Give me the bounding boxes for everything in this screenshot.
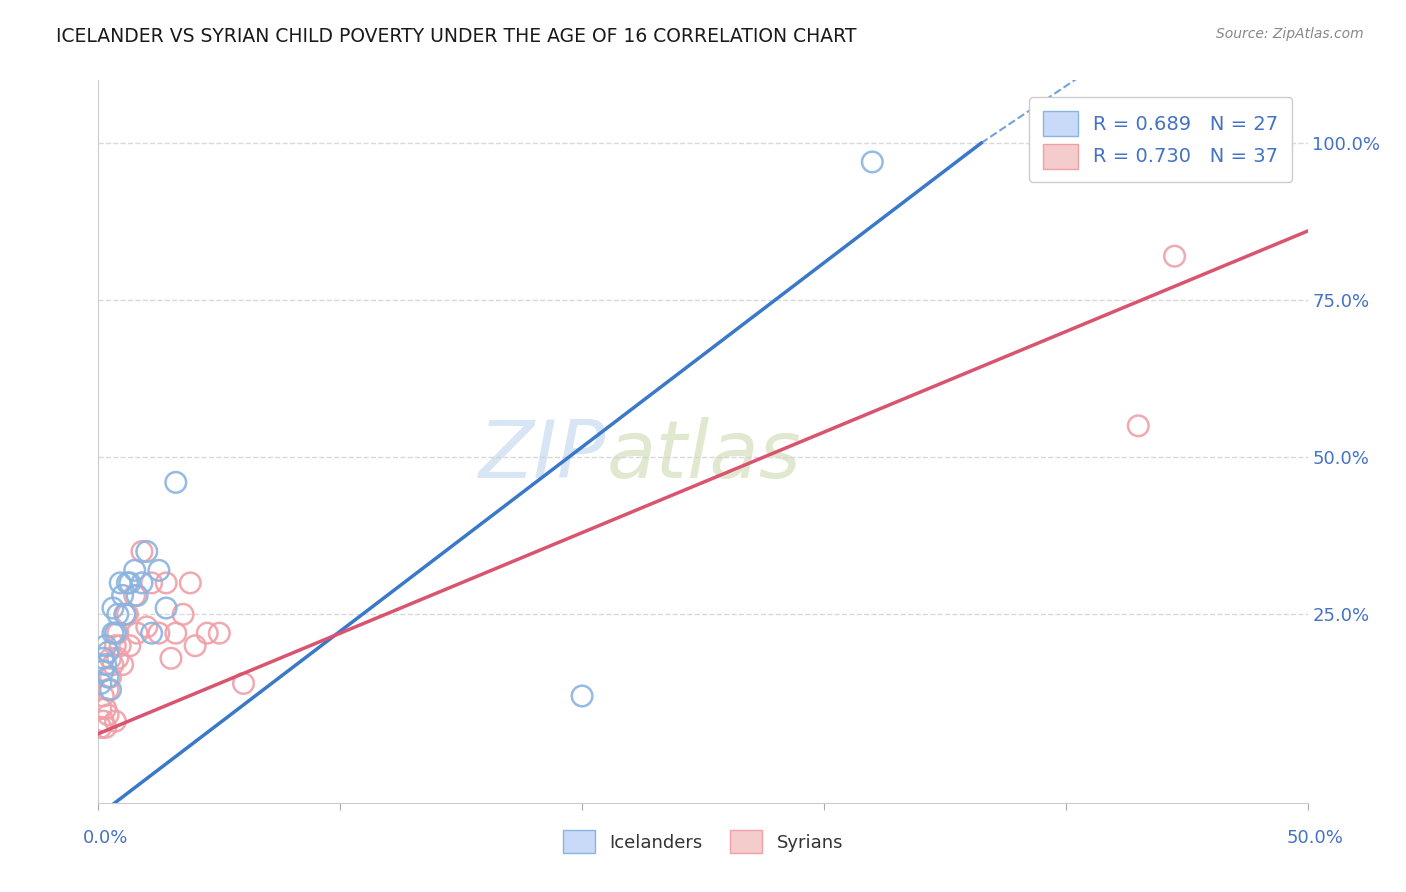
Point — [97, 707, 120, 722]
Point — [111, 657, 134, 672]
Point — [100, 670, 122, 684]
Point — [101, 626, 124, 640]
Point — [104, 639, 127, 653]
Text: ICELANDER VS SYRIAN CHILD POVERTY UNDER THE AGE OF 16 CORRELATION CHART: ICELANDER VS SYRIAN CHILD POVERTY UNDER … — [56, 27, 856, 45]
Point — [165, 475, 187, 490]
Point — [91, 651, 114, 665]
Point — [860, 155, 883, 169]
Point — [97, 670, 120, 684]
Point — [100, 651, 122, 665]
Text: 50.0%: 50.0% — [1286, 829, 1343, 847]
Point — [208, 626, 231, 640]
Point — [131, 544, 153, 558]
Point — [124, 589, 146, 603]
Point — [179, 575, 201, 590]
Point — [124, 563, 146, 577]
Point — [101, 657, 124, 672]
Point — [184, 639, 207, 653]
Point — [1128, 418, 1150, 433]
Point — [90, 676, 112, 690]
Point — [117, 607, 139, 622]
Point — [131, 575, 153, 590]
Point — [148, 626, 170, 640]
Point — [97, 682, 120, 697]
Point — [117, 575, 139, 590]
Point — [148, 563, 170, 577]
Point — [107, 607, 129, 622]
Point — [118, 639, 141, 653]
Point — [111, 589, 134, 603]
Point — [114, 607, 136, 622]
Point — [100, 682, 122, 697]
Point — [114, 607, 136, 622]
Point — [571, 689, 593, 703]
Point — [94, 701, 117, 715]
Point — [107, 626, 129, 640]
Point — [90, 701, 112, 715]
Point — [232, 676, 254, 690]
Point — [160, 651, 183, 665]
Point — [94, 720, 117, 734]
Point — [97, 645, 120, 659]
Point — [1163, 249, 1185, 263]
Point — [91, 689, 114, 703]
Text: atlas: atlas — [606, 417, 801, 495]
Point — [135, 620, 157, 634]
Point — [101, 601, 124, 615]
Point — [127, 626, 149, 640]
Point — [141, 626, 163, 640]
Point — [94, 639, 117, 653]
Point — [91, 664, 114, 678]
Point — [135, 544, 157, 558]
Point — [127, 589, 149, 603]
Text: ZIP: ZIP — [479, 417, 606, 495]
Point — [155, 601, 177, 615]
Point — [118, 575, 141, 590]
Text: Source: ZipAtlas.com: Source: ZipAtlas.com — [1216, 27, 1364, 41]
Point — [91, 714, 114, 728]
Point — [108, 575, 131, 590]
Point — [90, 720, 112, 734]
Point — [104, 626, 127, 640]
Point — [104, 714, 127, 728]
Point — [195, 626, 218, 640]
Point — [107, 651, 129, 665]
Point — [155, 575, 177, 590]
Point — [94, 657, 117, 672]
Point — [172, 607, 194, 622]
Legend: Icelanders, Syrians: Icelanders, Syrians — [550, 818, 856, 866]
Text: 0.0%: 0.0% — [83, 829, 128, 847]
Point — [108, 639, 131, 653]
Point — [165, 626, 187, 640]
Point — [141, 575, 163, 590]
